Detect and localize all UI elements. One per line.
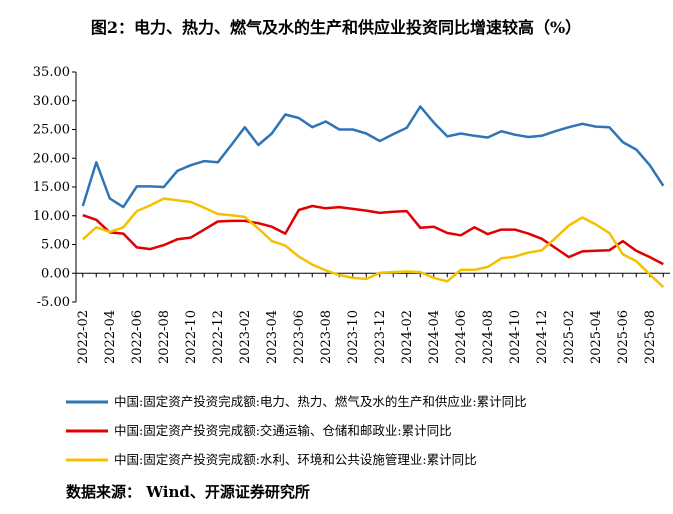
y-tick-label: 0.00 — [41, 266, 70, 281]
legend-label: 中国:固定资产投资完成额:电力、热力、燃气及水的生产和供应业:累计同比 — [114, 394, 527, 409]
x-tick-label: 2022-04 — [103, 310, 118, 364]
x-tick-label: 2023-10 — [346, 310, 361, 364]
x-tick-label: 2024-04 — [427, 310, 442, 364]
x-tick-label: 2023-12 — [373, 310, 388, 364]
legend-label: 中国:固定资产投资完成额:水利、环境和公共设施管理业:累计同比 — [114, 452, 477, 467]
x-tick-label: 2023-02 — [238, 310, 253, 364]
x-tick-label: 2025-06 — [616, 310, 631, 364]
x-tick-label: 2022-02 — [76, 310, 91, 364]
chart-title: 图2：电力、热力、燃气及水的生产和供应业投资同比增速较高（%） — [91, 18, 581, 37]
y-tick-label: 35.00 — [33, 65, 70, 80]
x-tick-label: 2025-08 — [643, 310, 658, 364]
series-line — [82, 204, 664, 266]
x-tick-label: 2024-10 — [508, 310, 523, 364]
source: 数据来源： Wind、开源证券研究所 — [66, 483, 310, 501]
x-tick-label: 2024-02 — [400, 310, 415, 364]
y-tick-label: 30.00 — [33, 94, 70, 109]
x-tick-label: 2023-08 — [319, 310, 334, 364]
y-tick-label: 15.00 — [33, 180, 70, 195]
x-tick-label: 2022-12 — [211, 310, 226, 364]
x-tick-label: 2022-10 — [184, 310, 199, 364]
series-line — [81, 105, 665, 209]
y-tick-label: 10.00 — [33, 209, 70, 224]
x-tick-label: 2024-12 — [535, 310, 550, 364]
y-tick-label: -5.00 — [37, 295, 70, 310]
y-tick-label: 5.00 — [41, 238, 70, 253]
x-tick-label: 2022-08 — [157, 310, 172, 364]
x-tick-label: 2023-04 — [265, 310, 280, 364]
x-tick-label: 2025-04 — [589, 310, 604, 364]
x-tick-label: 2022-06 — [130, 310, 145, 364]
x-tick-label: 2024-06 — [454, 310, 469, 364]
y-tick-label: 25.00 — [33, 123, 70, 138]
y-tick-label: 20.00 — [33, 151, 70, 166]
x-tick-label: 2023-06 — [292, 310, 307, 364]
legend-label: 中国:固定资产投资完成额:交通运输、仓储和邮政业:累计同比 — [114, 423, 452, 438]
x-tick-label: 2024-08 — [481, 310, 496, 364]
series-line — [81, 197, 665, 289]
x-tick-label: 2025-02 — [562, 310, 577, 364]
